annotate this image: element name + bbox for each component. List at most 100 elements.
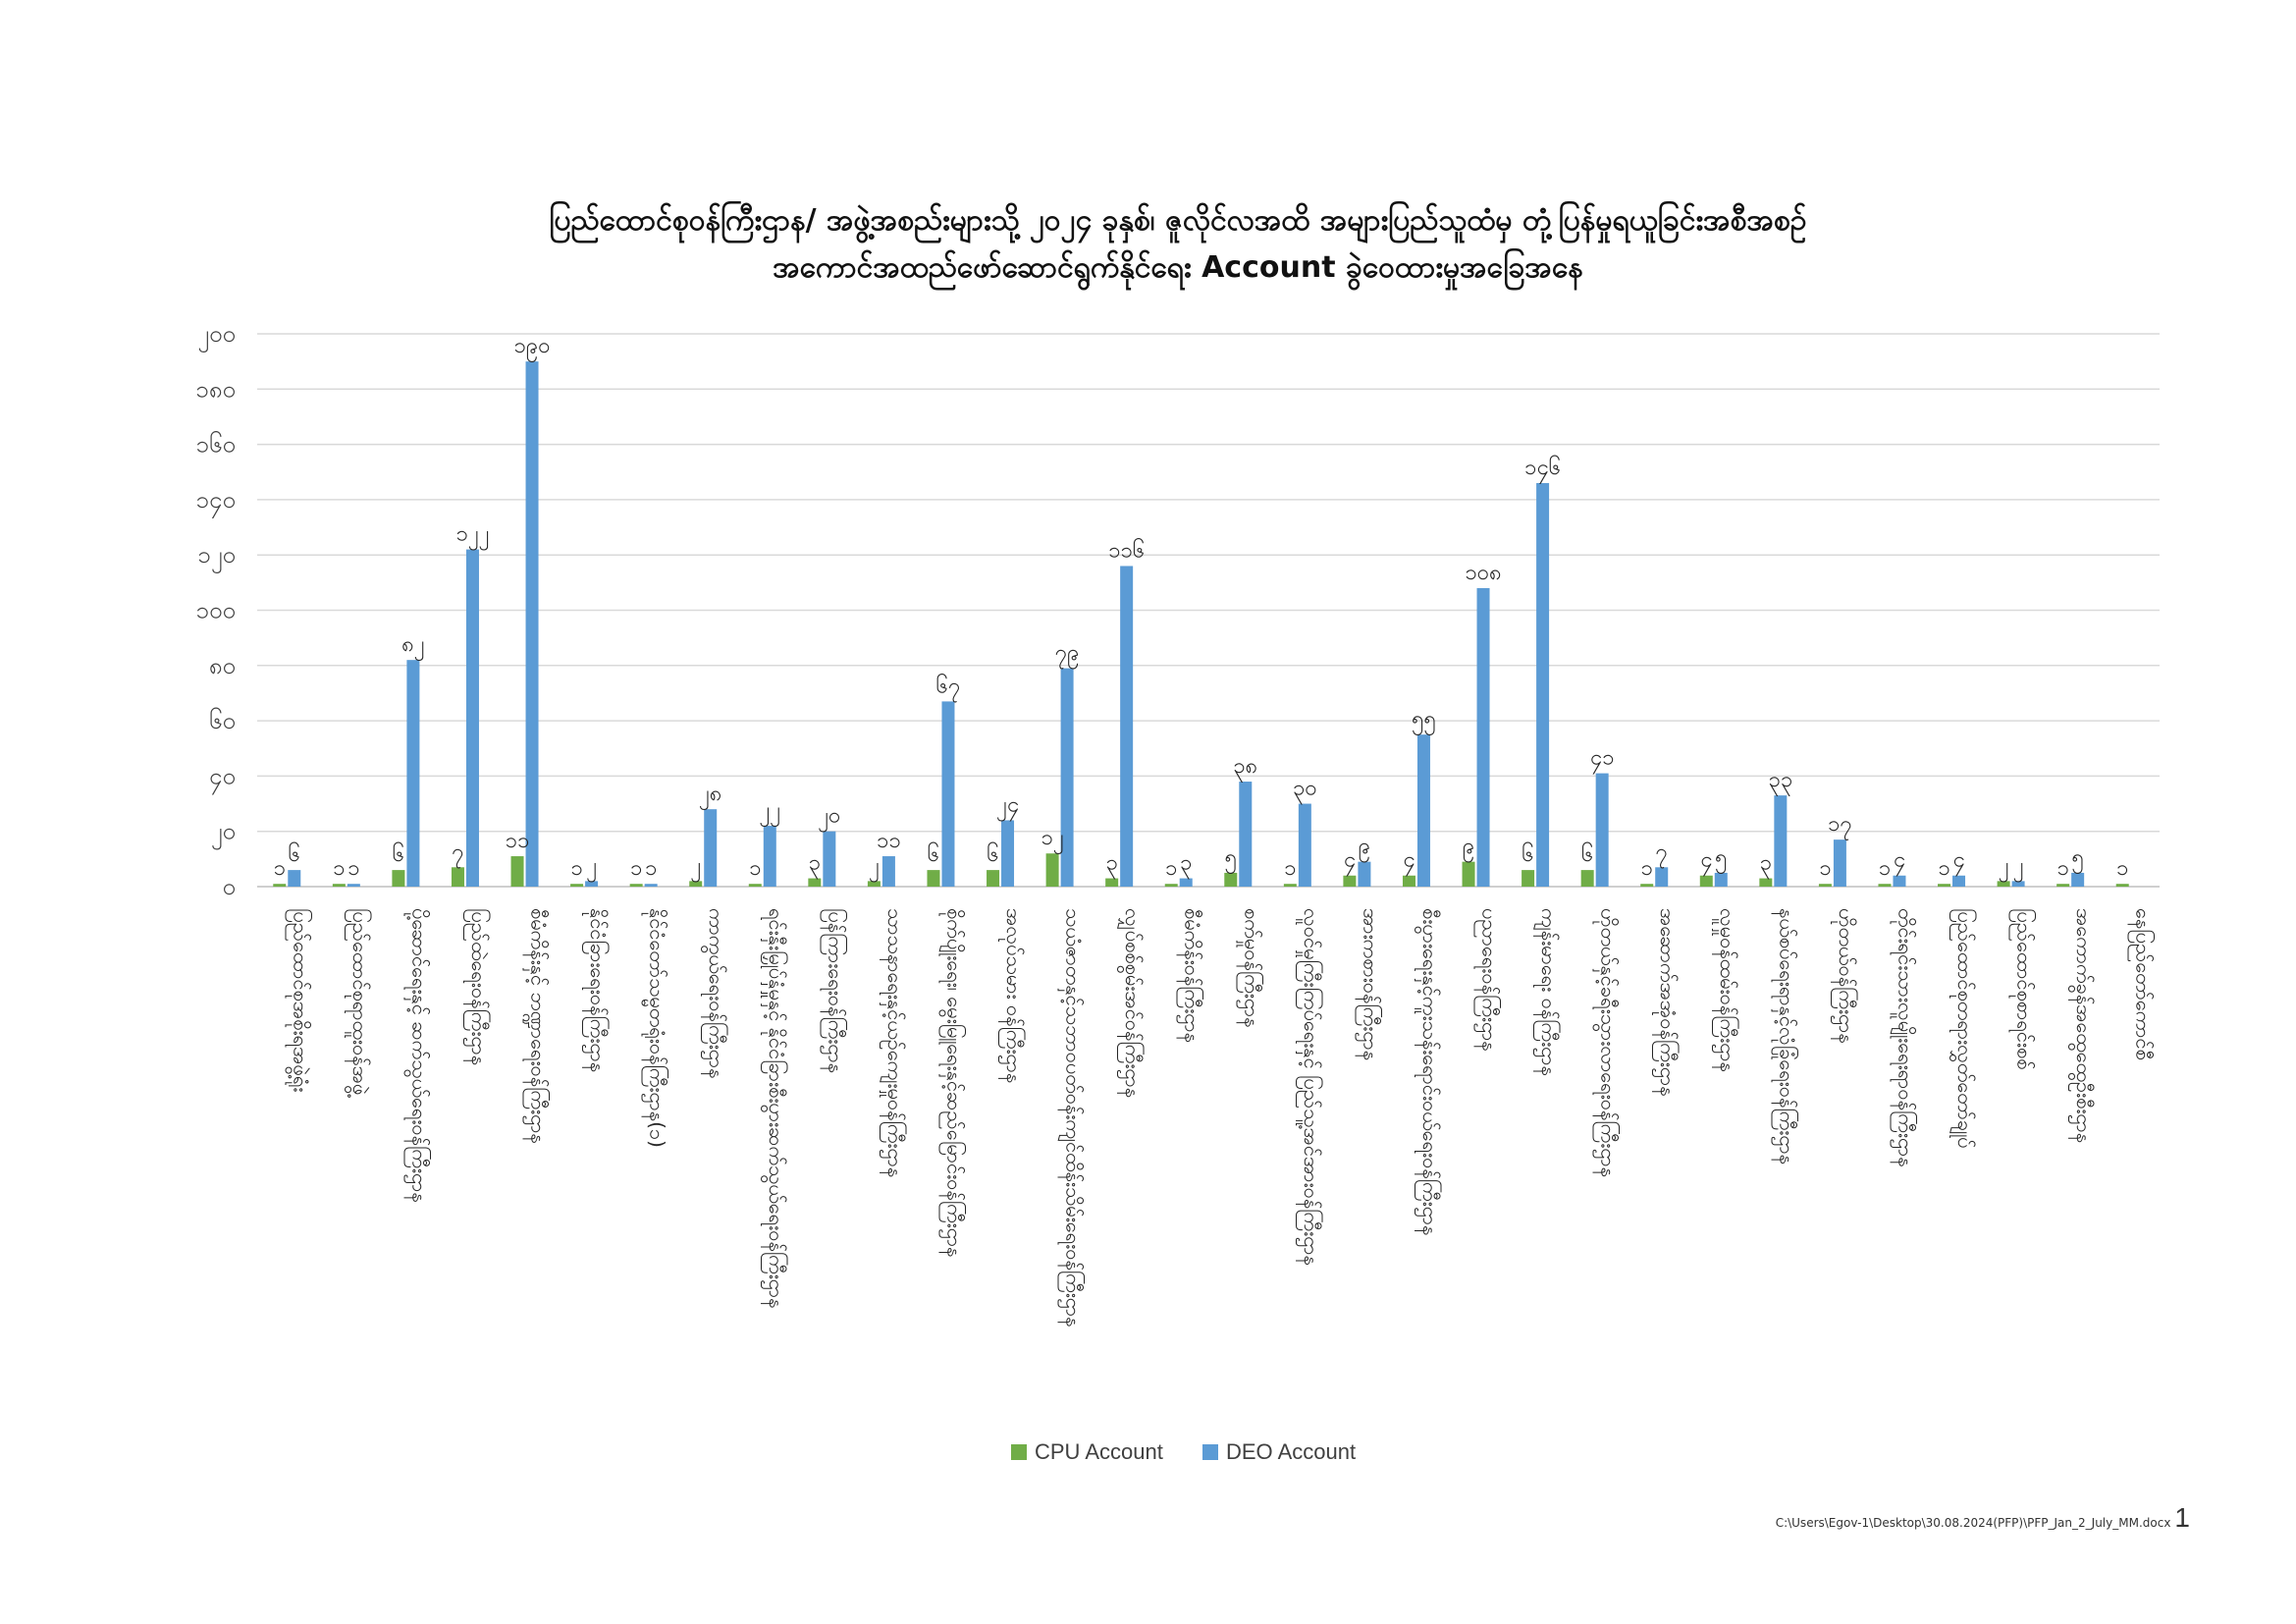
y-tick-label: ၈၀ <box>209 652 236 679</box>
cpu-bar <box>987 870 1000 887</box>
deo-bar <box>1001 820 1015 887</box>
deo-bar <box>585 881 599 887</box>
deo-bar <box>1595 773 1609 887</box>
cpu-value-label: ၁ <box>570 856 582 881</box>
footer: C:\Users\Egov-1\Desktop\30.08.2024(PFP)\… <box>1776 1502 2190 1534</box>
cpu-value-label: ၇ <box>452 839 463 868</box>
cpu-bar <box>1105 878 1119 887</box>
x-tick-label: နေပြည်တော်ကောင်စီ <box>2128 908 2156 1060</box>
x-tick-label: စီမံကိန်းနှင့် ဘဏ္ဍာရေးဝန်ကြီးဌာန <box>523 908 551 1144</box>
deo-bar <box>406 660 420 887</box>
cpu-bar <box>1699 875 1713 887</box>
cpu-value-label: ၆ <box>1581 841 1593 867</box>
cpu-bar <box>332 884 346 887</box>
cpu-value-label: ၄ <box>1344 848 1356 877</box>
deo-value-label: ၁၄၆ <box>1524 455 1561 484</box>
x-tick-label: နိုင်ငံတော်သမ္မတရုံးဝန်ကြီးဌာန(၁) <box>642 908 669 1148</box>
deo-bar <box>1952 875 1966 887</box>
chart-subtitle: အကောင်အထည်ဖော်ဆောင်ရွက်နိုင်ရေး Account … <box>773 247 1583 292</box>
cpu-value-label: ၁ <box>1819 856 1831 881</box>
cpu-value-label: ၁ <box>1284 856 1296 881</box>
cpu-value-label: ၁ <box>749 856 761 881</box>
deo-bar <box>1239 782 1253 887</box>
deo-value-label: ၁ <box>645 856 657 881</box>
y-tick-label: ၂၀၀ <box>197 320 236 352</box>
x-tick-label: ပညာရေးဝန်ကြီးဌာန <box>1474 908 1502 1052</box>
cpu-value-label: ၂ <box>869 853 880 882</box>
deo-value-label: ၂ <box>2013 853 2024 882</box>
cpu-value-label: ၁ <box>1879 856 1891 881</box>
cpu-value-label: ၁ <box>1641 856 1653 881</box>
cpu-bar <box>1759 878 1773 887</box>
deo-value-label: ၆ <box>289 841 300 867</box>
x-tick-label: ပြည်ထောင်စုအစိုးရအဖွဲ့ရုံး <box>285 908 312 1092</box>
cpu-bar <box>689 881 703 887</box>
cpu-value-label: ၁ <box>630 856 642 881</box>
cpu-bar <box>2056 884 2070 887</box>
cpu-bar <box>2115 884 2129 887</box>
cpu-value-label: ၁၂ <box>1041 826 1064 854</box>
deo-value-label: ၅ <box>1715 845 1727 874</box>
cpu-bar <box>748 884 762 887</box>
deo-bar <box>1298 803 1311 887</box>
cpu-bar <box>867 881 881 887</box>
x-tick-label: ကာကွယ်ရေးဝန်ကြီးဌာန <box>701 908 728 1078</box>
cpu-value-label: ၂ <box>1999 853 2009 882</box>
deo-value-label: ၅ <box>2071 845 2083 874</box>
cpu-value-label: ၂ <box>690 853 701 882</box>
x-axis: ပြည်ထောင်စုအစိုးရအဖွဲ့ရုံး ပြည်ထောင်စုရာထ… <box>285 908 2155 1326</box>
legend-swatch <box>1011 1444 1027 1460</box>
cpu-bar <box>451 867 464 887</box>
deo-value-label: ၇၉ <box>1055 641 1080 670</box>
cpu-value-label: ၁ <box>2116 856 2128 881</box>
x-tick-label: စီးပွားရေးနှင့်ကူးသန်းရောင်းဝယ်ရေးဝန်ကြီ… <box>1415 908 1442 1235</box>
cpu-bar <box>273 884 287 887</box>
deo-value-label: ၃ <box>1180 851 1192 880</box>
deo-bar <box>1060 668 1074 887</box>
deo-bar <box>823 831 836 887</box>
cpu-bar <box>1343 875 1357 887</box>
cpu-legend-label: CPU Account <box>1035 1439 1163 1464</box>
cpu-bar <box>1462 861 1475 887</box>
cpu-bar <box>1164 884 1178 887</box>
deo-value-label: ၁၇ <box>1828 812 1852 840</box>
deo-value-label: ၃၃ <box>1768 768 1792 796</box>
deo-bar <box>465 549 479 887</box>
cpu-value-label: ၁၁ <box>506 829 530 853</box>
x-tick-label: နိုင်ငံခြားရေးဝန်ကြီးဌာန <box>582 908 610 1072</box>
deo-bar <box>1120 566 1134 887</box>
deo-value-label: ၂၀ <box>818 804 840 833</box>
value-labels: ၁၁၆၇၁၁၁၁၂၁၃၂၆၆၁၂၃၁၅၁၄၄၉၆၆၁၄၃၁၁၁၂၁၁၆၁၈၂၁၂… <box>274 334 2129 882</box>
cpu-bar <box>1818 884 1832 887</box>
x-tick-label: လူမှုဝန်ထမ်းဝန်ကြီးဌာန <box>1712 908 1739 1072</box>
x-tick-label: အကောက်ခွန်အထွေထွေဦးစီးဌာန <box>2068 908 2096 1143</box>
x-tick-label: စိုက်ပျိုးရေး၊ မွေးမြူရေးနှင့်ဆည်မြောင်း… <box>938 908 966 1257</box>
chart-title: ပြည်ထောင်စုဝန်ကြီးဌာန/ အဖွဲ့အစည်းများသို… <box>549 200 1806 244</box>
cpu-value-label: ၆ <box>393 841 404 867</box>
deo-value-label: ၄ <box>1894 848 1905 877</box>
cpu-bar <box>1997 881 2010 887</box>
deo-bar <box>1536 483 1550 887</box>
deo-bar <box>2071 872 2085 887</box>
legend-swatch <box>1202 1444 1218 1460</box>
y-tick-label: ၁၂၀ <box>197 541 236 573</box>
deo-value-label: ၁၁၆ <box>1108 537 1145 563</box>
deo-value-label: ၇ <box>1656 839 1668 868</box>
deo-bar <box>1714 872 1728 887</box>
y-tick-label: ၁၈၀ <box>195 375 236 403</box>
deo-bar <box>1358 861 1371 887</box>
cpu-bar <box>1402 875 1415 887</box>
deo-value-label: ၁၉၀ <box>513 334 550 362</box>
x-tick-label: လျှပ်စစ်စွမ်းအင်ဝန်ကြီးဌာန <box>1117 908 1145 1098</box>
deo-bar <box>1179 878 1193 887</box>
cpu-bar <box>1224 872 1238 887</box>
cpu-value-label: ၃ <box>1105 851 1117 880</box>
deo-value-label: ၁၂၂ <box>455 522 489 551</box>
cpu-bar <box>1878 884 1892 887</box>
deo-value-label: ၉ <box>1359 835 1370 863</box>
x-tick-label: ကျန်းမာရေး ဝန်ကြီးဌာန <box>1533 908 1561 1076</box>
cpu-bar <box>1580 870 1594 887</box>
deo-legend-label: DEO Account <box>1226 1439 1356 1464</box>
cpu-value-label: ၁ <box>1165 856 1177 881</box>
